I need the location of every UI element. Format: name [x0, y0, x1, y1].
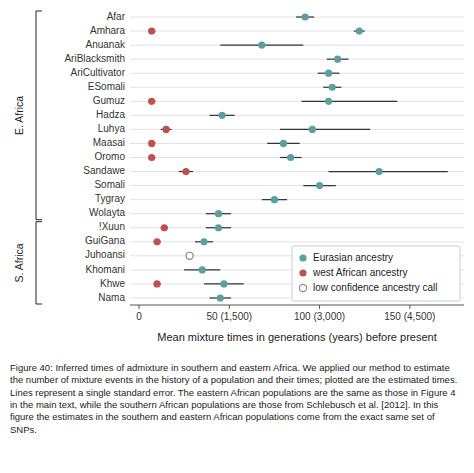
- grid-line: [130, 101, 464, 102]
- grid-line: [130, 129, 464, 130]
- point: [148, 140, 155, 147]
- category-label: Khwe: [100, 278, 125, 289]
- point: [182, 168, 189, 175]
- grid-line: [130, 87, 464, 88]
- category-label: !Xuun: [99, 221, 125, 232]
- caption: Figure 40: Inferred times of admixture i…: [10, 362, 464, 436]
- error-bar: [302, 101, 398, 102]
- error-bar: [280, 129, 370, 130]
- point: [215, 210, 222, 217]
- grid-line: [130, 17, 464, 18]
- grid-line: [130, 115, 464, 116]
- point: [148, 154, 155, 161]
- point: [258, 42, 265, 49]
- legend-marker: [299, 254, 306, 261]
- point: [220, 280, 227, 287]
- grid-line: [130, 171, 464, 172]
- point: [271, 196, 278, 203]
- error-bar: [329, 171, 448, 172]
- point: [218, 112, 225, 119]
- point: [200, 238, 207, 245]
- x-tick: [319, 305, 320, 309]
- x-axis-title: Mean mixture times in generations (years…: [157, 331, 436, 343]
- category-label: Nama: [98, 292, 125, 303]
- legend-label: low confidence ancestry call: [313, 282, 438, 293]
- point: [302, 13, 309, 20]
- x-axis-line: [130, 305, 464, 306]
- group-bracket: [36, 11, 42, 220]
- grid-line: [130, 185, 464, 186]
- category-label: Wolayta: [89, 207, 125, 218]
- grid-line: [130, 143, 464, 144]
- category-label: Oromo: [94, 151, 125, 162]
- grid-line: [130, 199, 464, 200]
- category-label: Afar: [107, 11, 126, 22]
- point: [153, 280, 160, 287]
- point: [287, 154, 294, 161]
- grid-line: [130, 73, 464, 74]
- category-label: Maasai: [93, 137, 125, 148]
- legend: Eurasian ancestry west African ancestry lo…: [292, 246, 460, 301]
- legend-marker: [299, 269, 306, 276]
- group-label: E. Africa: [13, 96, 25, 135]
- point: [217, 294, 224, 301]
- legend-label: west African ancestry: [312, 267, 407, 278]
- category-label: Luhya: [98, 123, 126, 134]
- legend-label: Eurasian ancestry: [313, 252, 393, 263]
- category-label: Anuanak: [86, 39, 126, 50]
- x-tick: [409, 305, 410, 309]
- grid-line: [130, 59, 464, 60]
- category-label: Sandawe: [83, 165, 125, 176]
- category-label: Gumuz: [93, 95, 125, 106]
- point: [280, 140, 287, 147]
- grid-line: [130, 227, 464, 228]
- point: [334, 56, 341, 63]
- group-bracket: [36, 222, 42, 304]
- category-label: ESomali: [88, 81, 125, 92]
- point: [148, 98, 155, 105]
- x-tick-label: 0: [136, 311, 142, 322]
- category-label: Juhoansi: [85, 249, 125, 260]
- grid-line: [130, 157, 464, 158]
- point: [325, 70, 332, 77]
- category-label: Amhara: [90, 25, 125, 36]
- point: [161, 224, 168, 231]
- point: [356, 27, 363, 34]
- grid-line: [130, 31, 464, 32]
- x-tick-label: 150 (4,500): [384, 311, 435, 322]
- point: [329, 84, 336, 91]
- category-label: Somali: [94, 179, 125, 190]
- point: [316, 182, 323, 189]
- point: [148, 27, 155, 34]
- category-label: Khomani: [86, 264, 125, 275]
- x-tick: [229, 305, 230, 309]
- point: [186, 252, 193, 259]
- point: [199, 266, 206, 273]
- legend-marker: [299, 284, 306, 291]
- category-label: AriCultivator: [71, 67, 126, 78]
- category-label: AriBlacksmith: [64, 53, 125, 64]
- point: [376, 168, 383, 175]
- legend-box: [292, 246, 460, 301]
- group-label: S. Africa: [13, 243, 25, 282]
- x-tick: [139, 305, 140, 309]
- x-tick-label: 100 (3,000): [294, 311, 345, 322]
- grid-line: [130, 241, 464, 242]
- point: [325, 98, 332, 105]
- point: [163, 126, 170, 133]
- grid-line: [130, 213, 464, 214]
- category-label: Tygray: [95, 193, 125, 204]
- point: [186, 252, 193, 259]
- grid-line: [130, 45, 464, 46]
- point: [153, 238, 160, 245]
- point: [309, 126, 316, 133]
- category-label: Hadza: [96, 109, 125, 120]
- category-label: GuiGana: [85, 235, 125, 246]
- point: [215, 224, 222, 231]
- x-tick-label: 50 (1,500): [207, 311, 253, 322]
